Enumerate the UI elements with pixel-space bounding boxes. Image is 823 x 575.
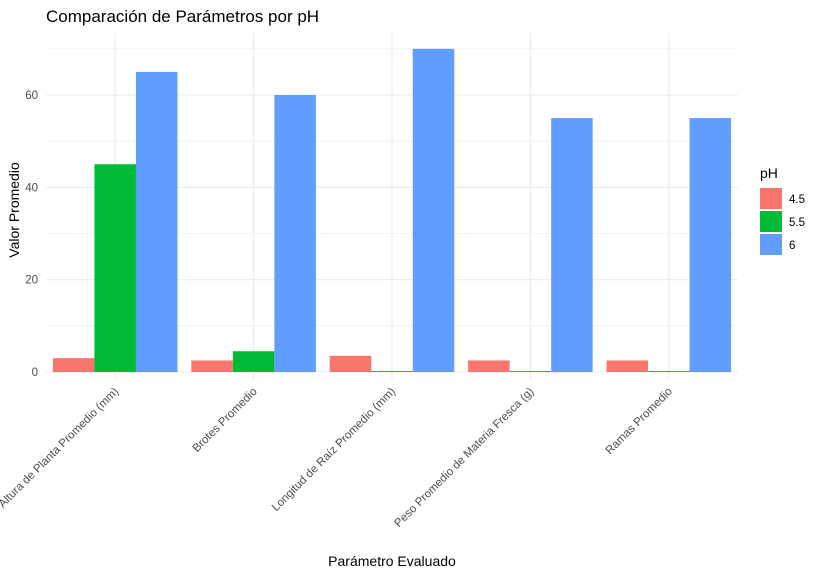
y-axis-ticks: 0 20 40 60 [25, 90, 38, 379]
bar-6-2 [412, 48, 455, 372]
x-tick-label: Longitud de Raíz Promedio (mm) [270, 386, 398, 514]
legend-key-4-5 [760, 188, 782, 209]
bar-4-5-0 [52, 358, 95, 372]
x-tick-label: Brotes Promedio [191, 386, 260, 455]
chart-title: Comparación de Parámetros por pH [46, 7, 319, 26]
y-axis-title: Valor Promedio [6, 162, 22, 258]
legend-key-6 [760, 234, 782, 255]
bar-6-4 [689, 118, 732, 372]
legend-label: 6 [789, 240, 795, 252]
y-tick-label: 0 [32, 367, 38, 379]
bar-4-5-3 [468, 360, 510, 372]
bar-5-5-4 [648, 371, 690, 372]
bar-4-5-1 [191, 360, 233, 372]
y-tick-label: 40 [25, 182, 38, 194]
legend: pH 4.5 5.5 6 [760, 165, 805, 255]
bar-6-0 [135, 71, 178, 373]
bar-5-5-0 [94, 164, 136, 372]
x-tick-label: Peso Promedio de Materia Fresca (g) [392, 386, 536, 530]
legend-title: pH [760, 165, 778, 181]
x-axis-ticks: Altura de Planta Promedio (mm) Brotes Pro… [0, 386, 675, 530]
x-axis-title: Parámetro Evaluado [328, 553, 456, 569]
x-tick-label: Altura de Planta Promedio (mm) [0, 386, 121, 511]
legend-label: 5.5 [789, 217, 805, 229]
bar-5-5-1 [232, 351, 275, 372]
legend-key-5-5 [760, 211, 782, 232]
bar-5-5-2 [371, 371, 413, 372]
y-tick-label: 20 [25, 275, 38, 287]
bar-6-1 [274, 95, 316, 372]
legend-label: 4.5 [789, 194, 805, 206]
y-tick-label: 60 [25, 90, 38, 102]
bar-4-5-4 [606, 360, 649, 372]
bar-4-5-2 [329, 355, 372, 372]
bars [52, 48, 732, 373]
bar-5-5-3 [509, 371, 552, 372]
x-tick-label: Ramas Promedio [604, 386, 675, 457]
bar-6-3 [551, 118, 593, 372]
